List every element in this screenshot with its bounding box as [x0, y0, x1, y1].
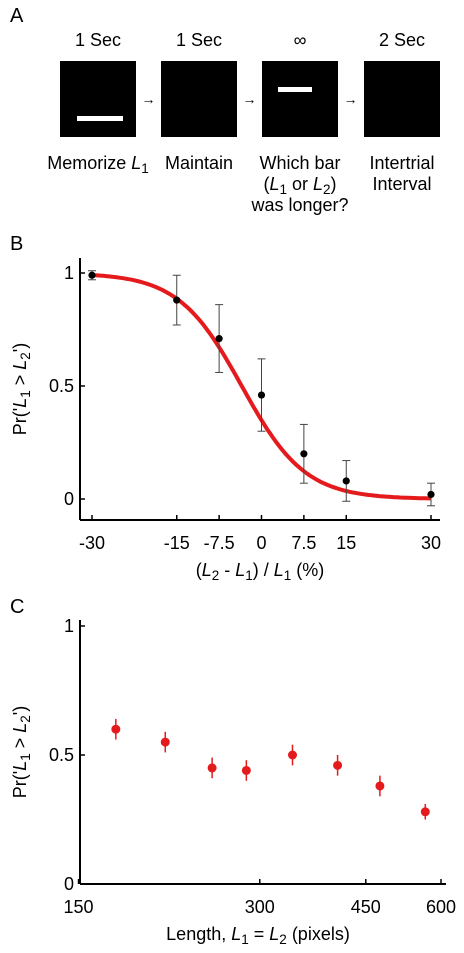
x-tick-label: -7.5 — [204, 533, 235, 553]
x-tick-label: 7.5 — [291, 533, 316, 553]
panel-letter-b: B — [10, 233, 23, 255]
x-tick-label: -15 — [164, 533, 190, 553]
data-point — [111, 724, 121, 734]
step-caption-4-line-1: Intertrial — [369, 153, 434, 173]
x-tick-label: 450 — [351, 897, 381, 917]
data-point — [173, 296, 181, 304]
x-tick-label: 300 — [245, 897, 275, 917]
stimulus-screen-2 — [161, 61, 237, 137]
data-point — [207, 763, 217, 773]
y-tick-label: 1 — [64, 263, 74, 283]
y-tick-label: 1 — [64, 616, 74, 636]
step-caption-3-line-2: (L1 or L2) — [263, 174, 336, 197]
x-tick-label: -30 — [79, 533, 105, 553]
step-duration-1: 1 Sec — [75, 30, 121, 50]
step-duration-2: 1 Sec — [176, 30, 222, 50]
data-point — [333, 760, 343, 770]
step-caption-1-line-1: Memorize L1 — [47, 153, 149, 176]
y-tick-label: 0.5 — [49, 376, 74, 396]
step-caption-3-line-3: was longer? — [250, 195, 348, 215]
panel-a-trial-sequence: A 1 Sec Memorize L1 → 1 Sec Maintain → ∞ Which b… — [10, 5, 440, 215]
stimulus-bar-l1 — [77, 116, 123, 121]
stimulus-screen-1 — [60, 61, 136, 137]
stimulus-screen-4 — [364, 61, 440, 137]
y-axis-label: Pr('L1 > L2') — [10, 706, 33, 798]
data-point — [257, 391, 266, 399]
x-tick-label: 15 — [336, 533, 356, 553]
x-tick-label: 600 — [426, 897, 456, 917]
x-tick-label: 30 — [421, 533, 441, 553]
step-duration-3: ∞ — [294, 30, 307, 50]
step-duration-4: 2 Sec — [379, 30, 425, 50]
data-point — [427, 490, 435, 499]
step-caption-2-line-1: Maintain — [165, 153, 233, 173]
panel-b-psychometric-chart: B 0 0.5 1 -30 -15 -7.5 0 7.5 15 30 (L2 - L1) / L1 (… — [10, 233, 441, 583]
y-axis-label: Pr('L1 > L2') — [10, 343, 33, 435]
y-tick-label: 0 — [64, 874, 74, 894]
stimulus-screen-3 — [262, 61, 338, 137]
panel-letter-c: C — [10, 596, 24, 618]
x-tick-label: 0 — [256, 533, 266, 553]
data-point — [342, 477, 350, 485]
x-axis-label: Length, L1 = L2 (pixels) — [166, 924, 350, 947]
x-tick-label: 150 — [64, 897, 94, 917]
step-caption-4-line-2: Interval — [372, 174, 431, 194]
panel-letter-a: A — [10, 5, 24, 27]
data-point — [375, 781, 385, 791]
data-point — [215, 334, 223, 343]
y-tick-label: 0.5 — [49, 745, 74, 765]
x-axis-label: (L2 - L1) / L1 (%) — [196, 560, 325, 583]
data-point — [287, 750, 297, 760]
panel-c-length-chart: C 0 0.5 1 150 300 450 600 Length, L1 = L2 (pixel… — [10, 596, 456, 947]
y-tick-label: 0 — [64, 489, 74, 509]
data-point — [160, 737, 170, 747]
data-point — [241, 765, 251, 775]
data-point — [420, 807, 430, 817]
data-point — [88, 271, 96, 279]
data-point — [300, 450, 308, 458]
stimulus-bar-l2 — [278, 87, 312, 92]
arrow-icon-3: → — [344, 91, 358, 107]
arrow-icon-1: → — [142, 91, 156, 107]
arrow-icon-2: → — [243, 91, 257, 107]
step-caption-3-line-1: Which bar — [259, 153, 340, 173]
